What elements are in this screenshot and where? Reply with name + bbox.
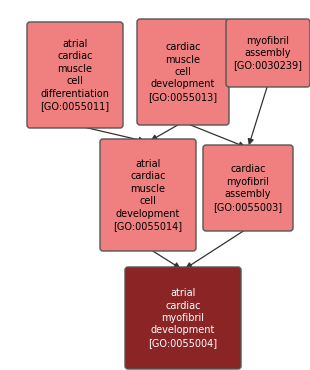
Text: atrial
cardiac
muscle
cell
differentiation
[GO:0055011]: atrial cardiac muscle cell differentiati… [40, 39, 109, 111]
FancyBboxPatch shape [100, 139, 196, 251]
Text: myofibril
assembly
[GO:0030239]: myofibril assembly [GO:0030239] [233, 36, 303, 70]
Text: atrial
cardiac
myofibril
development
[GO:0055004]: atrial cardiac myofibril development [GO… [148, 288, 218, 348]
Text: atrial
cardiac
muscle
cell
development
[GO:0055014]: atrial cardiac muscle cell development [… [113, 159, 183, 231]
FancyBboxPatch shape [203, 145, 293, 231]
FancyBboxPatch shape [226, 19, 310, 87]
Text: cardiac
muscle
cell
development
[GO:0055013]: cardiac muscle cell development [GO:0055… [148, 42, 218, 102]
FancyBboxPatch shape [27, 22, 123, 128]
Text: cardiac
myofibril
assembly
[GO:0055003]: cardiac myofibril assembly [GO:0055003] [214, 164, 282, 212]
FancyBboxPatch shape [137, 19, 229, 125]
FancyBboxPatch shape [125, 267, 241, 369]
